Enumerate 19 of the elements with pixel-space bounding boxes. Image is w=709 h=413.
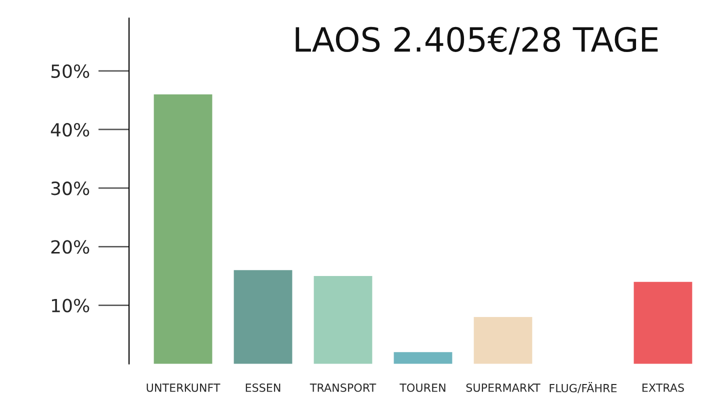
x-tick-label: FLUG/FÄHRE xyxy=(550,382,617,394)
y-tick-label: 40% xyxy=(50,122,90,137)
x-tick-label: UNTERKUNFT xyxy=(146,384,220,392)
y-tick-label: 50% xyxy=(51,64,90,78)
bar xyxy=(314,276,372,364)
x-tick-label: TRANSPORT xyxy=(310,383,376,392)
bar xyxy=(394,352,452,364)
y-tick-label: 30% xyxy=(51,182,90,196)
bar xyxy=(234,270,292,364)
x-tick-label: SUPERMARKT xyxy=(466,383,540,392)
chart-title: LAOS 2.405€/28 TAGE xyxy=(296,26,658,55)
x-tick-label: ESSEN xyxy=(246,383,280,392)
x-tick-label: TOUREN xyxy=(400,383,446,392)
x-tick-label: EXTRAS xyxy=(642,383,684,392)
y-tick-label: 10% xyxy=(52,298,90,312)
bar xyxy=(474,316,532,364)
bar xyxy=(634,282,692,364)
y-tick-label: 20% xyxy=(51,240,90,254)
bar xyxy=(154,94,212,364)
